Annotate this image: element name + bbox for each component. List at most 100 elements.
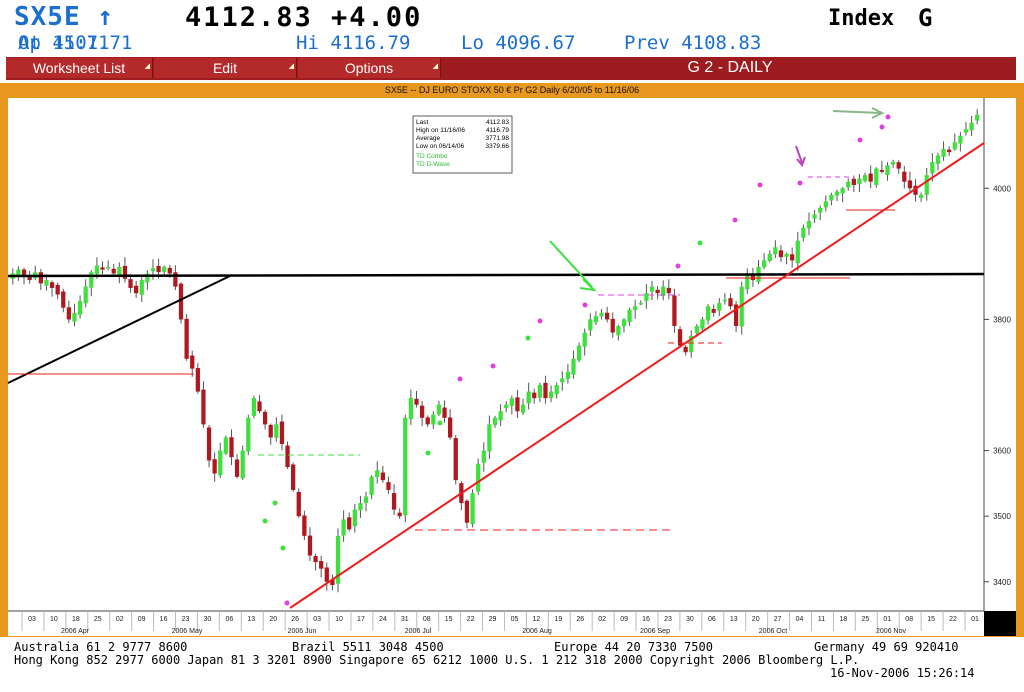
month-label: 2006 Sep	[640, 628, 670, 635]
candle-body	[470, 493, 475, 525]
candle-body	[173, 272, 178, 287]
y-tick-label: 3400	[993, 578, 1011, 587]
candle-body	[520, 404, 526, 413]
candle-body	[476, 463, 481, 492]
footer-germany: Germany 49 69 920410	[814, 640, 959, 654]
candle-body	[627, 309, 632, 323]
candle-body	[902, 171, 907, 182]
candle-body	[633, 306, 638, 311]
month-label: 2006 Apr	[61, 628, 90, 635]
worksheet-list-button[interactable]: Worksheet List ◢	[6, 58, 153, 78]
low-value: Lo 4096.67	[461, 32, 576, 54]
candle-body	[885, 165, 890, 175]
candle-body	[162, 266, 167, 272]
x-tick-label: 18	[840, 616, 848, 623]
legend-label: Average	[416, 135, 440, 142]
candle-body	[812, 214, 817, 219]
candle-body	[543, 382, 548, 399]
candle-body	[251, 398, 257, 416]
candle-body	[896, 162, 901, 169]
x-tick-label: 26	[291, 616, 299, 623]
edit-button[interactable]: Edit ◢	[154, 58, 297, 78]
x-tick-label: 25	[861, 616, 869, 623]
td-count-mark	[857, 137, 863, 143]
candle-body	[790, 254, 795, 261]
candle-body	[851, 178, 856, 185]
legend-box: Last 4112.83 High on 11/16/06 4116.79 Averag…	[412, 115, 513, 174]
candle-body	[672, 295, 677, 326]
candle-body	[184, 318, 189, 359]
x-tick-label: 06	[708, 616, 716, 623]
y-tick-label: 3800	[993, 315, 1011, 324]
candle-body	[958, 135, 963, 144]
candle-body	[72, 312, 77, 322]
x-tick-label: 12	[532, 616, 540, 623]
candle-body	[145, 273, 150, 283]
candle-body	[576, 345, 582, 361]
candle-body	[386, 482, 391, 490]
x-tick-label: 20	[752, 616, 760, 623]
candle-body	[683, 346, 688, 353]
x-tick-label: 18	[72, 616, 80, 623]
candle-body	[868, 173, 873, 182]
candle-body	[319, 561, 324, 569]
candle-body	[16, 269, 21, 277]
td-count-mark	[457, 376, 463, 382]
y-axis-area	[984, 98, 1016, 621]
dropdown-triangle-icon: ◢	[144, 63, 150, 70]
month-label: 2006 Aug	[522, 628, 552, 635]
candle-body	[969, 122, 974, 131]
x-tick-label: 30	[204, 616, 212, 623]
month-label: 2006 May	[172, 628, 203, 635]
candlestick-chart[interactable]: 3400 3500 3600 3800 4000 03 10 18 25 02 09 16 23 30 06…	[0, 83, 1024, 637]
candle-body	[408, 398, 414, 420]
candle-body	[246, 417, 251, 452]
candle-body	[134, 285, 139, 294]
x-tick-label: 27	[774, 616, 782, 623]
x-tick-label: 10	[335, 616, 343, 623]
candle-body	[201, 389, 206, 425]
candle-body	[879, 169, 885, 172]
candle-body	[655, 289, 660, 294]
candle-body	[918, 194, 924, 199]
y-tick-label: 3500	[993, 512, 1011, 521]
candle-body	[733, 304, 739, 326]
legend-label: High on 11/16/06	[416, 127, 465, 134]
month-label: 2006 Nov	[876, 628, 906, 635]
options-button[interactable]: Options ◢	[298, 58, 441, 78]
x-tick-label: 11	[818, 616, 825, 623]
magenta-arrow-icon	[795, 145, 803, 164]
x-tick-label: 25	[94, 616, 102, 623]
x-tick-label: 19	[554, 616, 562, 623]
x-tick-label: 01	[971, 616, 979, 623]
candle-body	[504, 404, 509, 409]
dropdown-triangle-icon: ◢	[288, 63, 294, 70]
candle-body	[818, 207, 823, 213]
candle-body	[111, 268, 116, 274]
candle-body	[313, 556, 318, 563]
candle-body	[644, 293, 649, 301]
candle-body	[122, 265, 128, 279]
x-tick-label: 08	[423, 616, 431, 623]
candle-body	[453, 438, 458, 481]
candle-body	[840, 188, 845, 194]
candle-body	[150, 268, 156, 272]
green-arrow-head	[579, 278, 597, 292]
candle-body	[347, 517, 352, 530]
candle-body	[834, 191, 840, 196]
candle-body	[560, 378, 565, 383]
candle-body	[784, 253, 789, 257]
candle-body	[947, 149, 952, 153]
x-tick-label: 24	[379, 616, 387, 623]
ticker-symbol: SX5E ↑	[14, 2, 114, 32]
x-tick-label: 03	[313, 616, 321, 623]
candle-body	[369, 476, 374, 496]
candle-body	[167, 267, 172, 274]
page-title: G 2 - DAILY	[687, 59, 773, 76]
x-axis-area	[8, 611, 984, 636]
candle-body	[55, 284, 60, 295]
candle-body	[582, 332, 587, 347]
candle-body	[846, 181, 851, 188]
candle-body	[425, 417, 430, 425]
x-tick-label: 22	[467, 616, 475, 623]
